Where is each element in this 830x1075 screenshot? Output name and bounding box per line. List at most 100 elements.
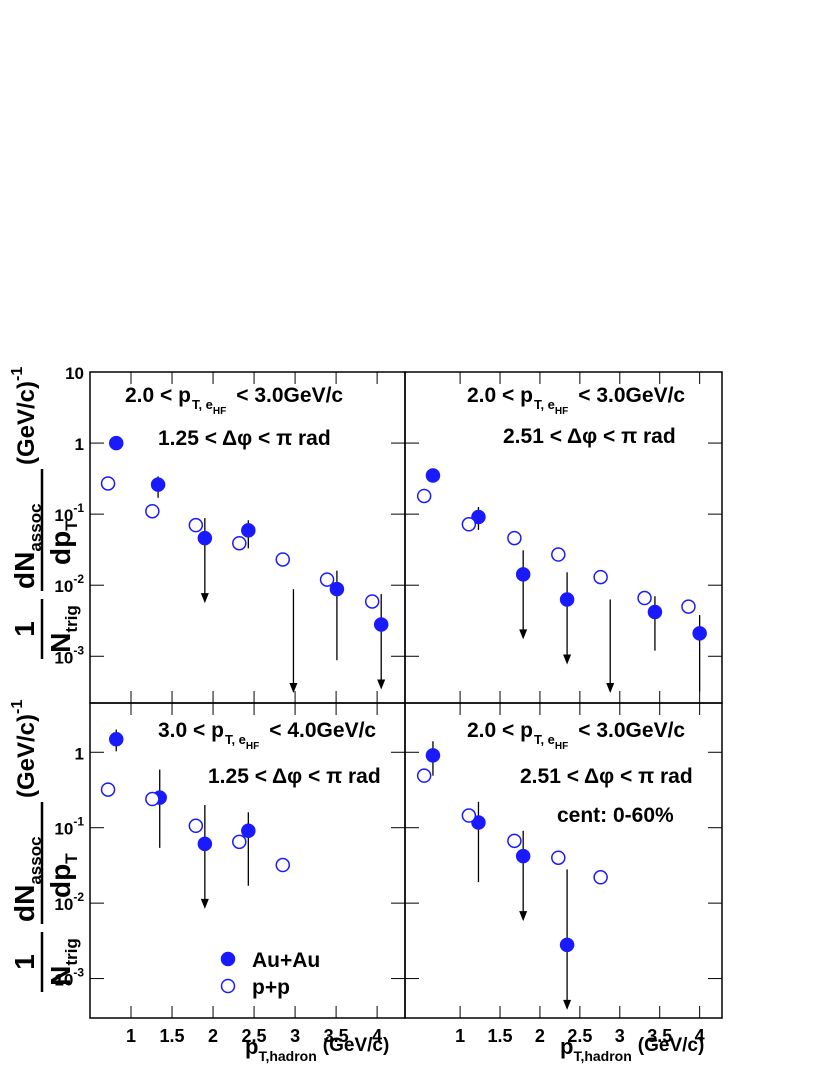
x-label-p-sub: T,hadron <box>258 1048 316 1064</box>
marker <box>647 604 663 620</box>
panel: 2.0 < pT, eHF < 3.0GeV/c 2.51 < Δφ < π rad <box>404 371 723 704</box>
annotation: 2.0 < pT, eHF < 3.0GeV/c <box>467 384 685 417</box>
marker <box>681 599 696 614</box>
marker <box>232 535 247 551</box>
y-tick-base: 10 <box>54 820 73 839</box>
legend-marker <box>220 951 236 967</box>
marker <box>559 592 575 607</box>
x-label-p: p <box>560 1034 573 1059</box>
y-label-dp-sub: T <box>62 520 81 531</box>
marker <box>275 857 291 873</box>
annotation-part: 2.0 < p <box>467 384 533 407</box>
y-tick-base: 10 <box>54 577 73 596</box>
marker <box>197 530 213 546</box>
y-tick-exponent: -3 <box>73 643 84 657</box>
marker <box>319 572 335 587</box>
y-label-part: Ntrig <box>45 605 81 653</box>
y-label-n-sub: trig <box>62 938 81 965</box>
legend-label: Au+Au <box>252 949 320 972</box>
y-label-n: N <box>45 633 76 653</box>
marker <box>145 503 160 519</box>
marker <box>100 782 116 797</box>
x-label-unit: (GeV/c) <box>323 1035 390 1056</box>
y-label-dn: dN <box>9 552 40 589</box>
annotation: 2.51 < Δφ < π rad <box>503 425 676 448</box>
marker <box>507 530 522 546</box>
arrowhead <box>519 629 528 640</box>
y-label-part: dNassoc <box>9 836 45 922</box>
y-tick-label: 10-3 <box>54 643 84 667</box>
annotation: 2.0 < pT, eHF < 3.0GeV/c <box>467 719 685 752</box>
y-tick-base: 10 <box>54 648 73 667</box>
annotation: 3.0 < pT, eHF < 4.0GeV/c <box>158 719 376 752</box>
y-label-dn-sub: assoc <box>26 836 45 884</box>
x-axis-label: pT,hadron (GeV/c) <box>245 1034 389 1064</box>
y-label-part: (GeV/c)-1 <box>9 367 40 465</box>
x-tick-label: 1.5 <box>160 1026 185 1046</box>
x-axis-label: pT,hadron (GeV/c) <box>560 1034 704 1064</box>
marker <box>150 477 166 492</box>
arrowhead <box>606 683 615 693</box>
arrowhead <box>200 898 209 909</box>
y-tick-exponent: -3 <box>73 966 84 980</box>
marker <box>373 617 389 632</box>
y-label-part: dNassoc <box>9 503 45 589</box>
annotation: 1.25 < Δφ < π rad <box>208 765 381 788</box>
annotation: cent: 0-60% <box>557 804 674 827</box>
legend-marker <box>220 978 236 994</box>
y-label-dn: dN <box>9 885 40 922</box>
marker <box>188 818 204 834</box>
y-label-part: dpT <box>45 853 81 898</box>
marker <box>471 509 486 525</box>
annotation-part: cent: 0-60% <box>557 804 674 827</box>
panel: 1 1.5 2 2.5 3 3.5 4 2.0 < pT, eHF < 3.0GeV/c 2.51… <box>404 702 723 1064</box>
marker <box>188 517 204 533</box>
y-label-dp: dp <box>45 531 76 565</box>
marker <box>461 517 477 532</box>
y-label-unit-sup: -1 <box>9 367 26 381</box>
annotation-part: HF <box>555 741 568 752</box>
x-tick-label: 2.5 <box>567 1026 592 1046</box>
x-tick-label: 3.5 <box>324 1026 349 1046</box>
x-label-p-sub: T,hadron <box>573 1048 631 1064</box>
y-label-part: 1 <box>9 954 40 970</box>
y-tick-exponent: -2 <box>73 572 84 586</box>
y-label-n-sub: trig <box>62 605 81 632</box>
marker <box>637 590 652 606</box>
y-tick-exponent: -1 <box>73 815 84 829</box>
marker <box>416 768 432 783</box>
marker <box>461 808 477 823</box>
panel: 110-110-210-31 1.5 2 2.5 3 3.5 43.0 < pT, eHF<… <box>9 700 406 1064</box>
annotation-part: HF <box>246 741 259 752</box>
x-tick-label: 3 <box>615 1026 625 1046</box>
annotation-part: 2.0 < p <box>467 719 533 742</box>
y-tick-label: 1 <box>75 744 84 763</box>
annotation-part: 1.25 < Δφ < π rad <box>158 427 331 450</box>
y-label-dp: dp <box>45 864 76 898</box>
marker <box>232 834 247 850</box>
marker <box>425 748 441 763</box>
marker <box>241 823 256 839</box>
annotation-part: 2.51 < Δφ < π rad <box>503 425 676 448</box>
y-label-part: dpT <box>45 520 81 565</box>
marker <box>329 581 345 597</box>
arrowhead <box>289 683 298 693</box>
marker <box>692 626 707 641</box>
y-tick-exponent: -1 <box>73 501 84 515</box>
annotation-part: < 4.0GeV/c <box>269 719 376 742</box>
marker <box>364 594 380 609</box>
marker <box>109 731 124 747</box>
y-tick-label: 1 <box>75 435 84 454</box>
marker <box>241 523 256 538</box>
marker <box>551 547 566 562</box>
marker <box>100 476 116 491</box>
x-tick-label: 4 <box>372 1026 382 1046</box>
x-tick-label: 3 <box>290 1026 300 1046</box>
marker <box>471 815 486 830</box>
arrowhead <box>563 999 572 1010</box>
x-tick-label: 1.5 <box>488 1026 513 1046</box>
x-tick-label: 1 <box>126 1026 136 1046</box>
